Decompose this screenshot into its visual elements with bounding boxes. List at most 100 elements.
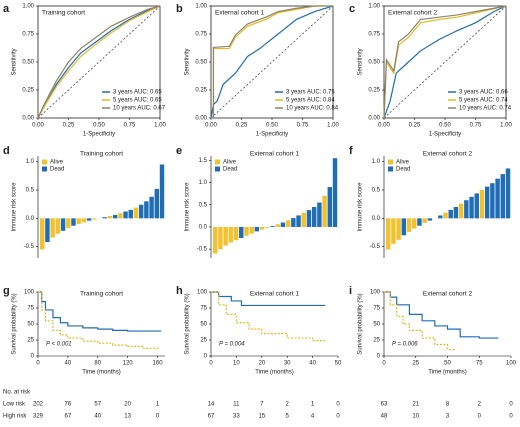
y-tick-label: 0.25 — [368, 88, 380, 94]
y-tick-label: 25 — [373, 338, 380, 344]
p-value: P = 0.004 — [219, 342, 245, 348]
bar — [259, 226, 265, 230]
panel-letter: i — [349, 285, 352, 297]
risk-count: 15 — [258, 414, 265, 420]
bar — [55, 218, 61, 234]
bar — [112, 214, 118, 219]
legend-label: Alive — [50, 160, 64, 166]
x-tick-label: 0.25 — [409, 123, 421, 129]
y-tick-label: 0.50 — [22, 60, 34, 66]
bar — [296, 215, 301, 227]
y-tick-label: 0 — [204, 354, 208, 360]
risk-count: 0 — [336, 402, 340, 408]
bar — [453, 207, 459, 219]
bar — [422, 218, 427, 223]
bar — [81, 218, 87, 223]
x-tick-label: 75 — [476, 361, 483, 367]
bar — [317, 202, 322, 227]
x-tick-label: 1.00 — [327, 123, 339, 129]
plot-frame — [383, 5, 507, 119]
bar — [280, 222, 286, 227]
y-tick-label: 1.00 — [22, 4, 34, 10]
x-tick-label: 0.75 — [297, 123, 309, 129]
bar — [291, 218, 296, 227]
p-value: P = 0.006 — [392, 342, 418, 348]
x-axis-label: 1-Specificity — [83, 132, 115, 138]
roc-curve — [37, 5, 161, 119]
x-tick-label: 40 — [309, 361, 316, 367]
risk-count: 3 — [446, 414, 450, 420]
y-tick-label: 50 — [373, 322, 380, 328]
x-tick-label: 0.25 — [63, 123, 75, 129]
bar — [322, 195, 327, 227]
roc-curve — [383, 5, 507, 119]
y-tick-label: 0.50 — [195, 60, 207, 66]
x-axis-label: Time (months) — [82, 370, 120, 376]
y-tick-label: 25 — [200, 338, 207, 344]
bar — [396, 218, 401, 240]
y-tick-label: 0.00 — [22, 116, 34, 122]
legend-swatch — [215, 159, 220, 165]
chart-title: Training cohort — [80, 291, 123, 298]
risk-count: 10 — [412, 414, 419, 420]
x-tick-label: 0.00 — [205, 123, 217, 129]
x-tick-label: 0.75 — [470, 123, 482, 129]
bar — [311, 207, 317, 227]
y-tick-label: 0 — [377, 354, 381, 360]
survival-curve — [384, 291, 455, 351]
risk-count: 202 — [33, 402, 44, 408]
bar — [474, 193, 479, 219]
bar — [270, 226, 275, 227]
p-value: P < 0.001 — [46, 342, 72, 348]
y-tick-label: 0.25 — [22, 88, 34, 94]
y-axis-label: Immune risk score — [185, 182, 191, 232]
risk-count: 14 — [208, 402, 215, 408]
bar — [427, 218, 433, 221]
risk-count: 33 — [233, 414, 240, 420]
x-tick-label: 0 — [209, 361, 213, 367]
legend-label: 5 years AUC: 0.84 — [286, 98, 335, 104]
chart-title: External cohort 1 — [215, 10, 265, 17]
legend-label: Alive — [396, 160, 410, 166]
x-tick-label: 160 — [153, 361, 164, 367]
legend-label: 10 years AUC: 0.74 — [459, 106, 512, 112]
y-axis-label: Survival probability (%) — [358, 293, 364, 354]
bar — [102, 217, 107, 219]
y-tick-label: -0.5 — [370, 244, 381, 250]
panel-letter: h — [176, 285, 183, 297]
survival-curve — [38, 291, 162, 332]
x-tick-label: 30 — [284, 361, 291, 367]
y-tick-label: 0.75 — [195, 32, 207, 38]
legend-label: 3 years AUC: 0.66 — [459, 90, 508, 96]
y-axis-label: Survival probability (%) — [185, 293, 191, 354]
risk-count: 11 — [233, 402, 240, 408]
bar — [327, 187, 333, 227]
x-axis-label: Time (months) — [255, 370, 293, 376]
y-axis-label: Immune risk score — [358, 182, 364, 232]
bar — [265, 226, 270, 228]
x-tick-label: 0.50 — [93, 123, 105, 129]
bar — [386, 218, 391, 250]
bar — [500, 174, 506, 219]
bar — [505, 168, 511, 219]
risk-count: 1 — [156, 402, 160, 408]
bar — [495, 178, 500, 219]
panel-letter: e — [176, 145, 182, 157]
x-tick-label: 1.00 — [500, 123, 512, 129]
legend-swatch — [388, 166, 393, 172]
x-tick-label: 0.50 — [439, 123, 451, 129]
x-tick-label: 10 — [233, 361, 240, 367]
bar — [469, 196, 474, 219]
y-axis-label: Sensitivity — [185, 48, 191, 75]
y-tick-label: 1.00 — [368, 4, 380, 10]
bar — [458, 203, 464, 219]
bar — [417, 218, 422, 226]
y-tick-label: 0.00 — [368, 116, 380, 122]
bar — [275, 224, 280, 227]
chart-title: External cohort 2 — [388, 10, 438, 17]
legend-label: 3 years AUC: 0.65 — [113, 90, 162, 96]
legend-label: Dead — [396, 167, 410, 173]
y-tick-label: 1.5 — [199, 158, 208, 164]
x-tick-label: 0.50 — [266, 123, 278, 129]
bar — [391, 218, 396, 244]
